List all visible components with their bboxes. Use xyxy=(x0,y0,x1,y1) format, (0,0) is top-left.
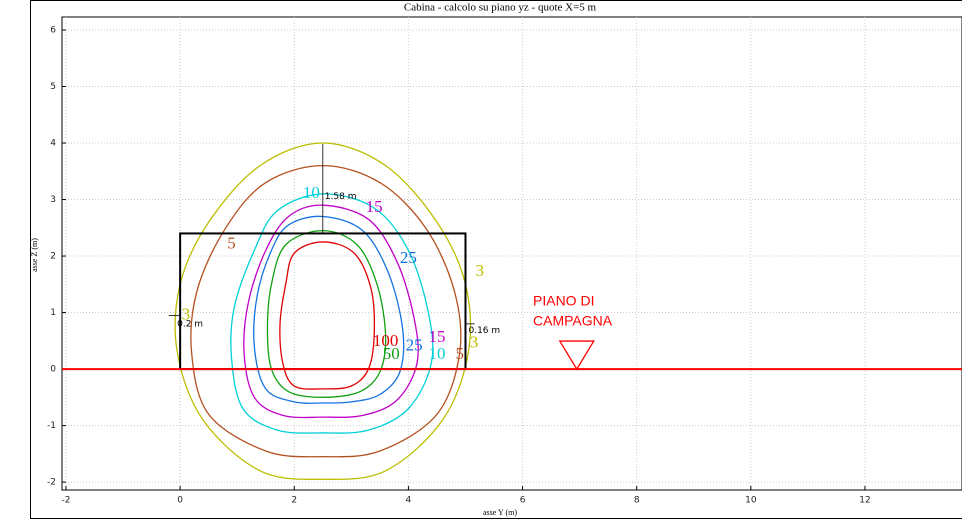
x-tick-label: 10 xyxy=(745,496,757,506)
contour-label: 3 xyxy=(182,304,191,323)
y-tick-label: -2 xyxy=(47,478,56,488)
contour-label: 25 xyxy=(400,248,417,267)
contour-label: 15 xyxy=(366,197,383,216)
ground-label: PIANO DI xyxy=(533,293,594,309)
y-tick-label: 2 xyxy=(50,252,56,262)
contour-label: 100 xyxy=(373,331,399,350)
contour-label: 3 xyxy=(476,261,485,280)
x-axis-label: asse Y (m) xyxy=(483,508,517,517)
y-axis-label: asse Z (m) xyxy=(30,238,39,272)
y-tick-label: 1 xyxy=(50,308,56,318)
plot-area xyxy=(61,16,962,491)
y-tick-label: 4 xyxy=(50,139,56,149)
dimension-label: 1.58 m xyxy=(325,192,357,202)
x-tick-label: 6 xyxy=(520,496,526,506)
contour-label: 10 xyxy=(428,344,445,363)
y-tick-label: 5 xyxy=(50,82,56,92)
x-tick-label: 8 xyxy=(634,496,640,506)
contour-line xyxy=(253,215,405,404)
x-tick-label: 12 xyxy=(859,496,870,506)
contour-label: 10 xyxy=(303,183,320,202)
y-tick-label: 6 xyxy=(50,25,56,35)
x-tick-label: -2 xyxy=(62,496,71,506)
contour-line xyxy=(174,142,472,480)
dimension-label: 0.16 m xyxy=(468,326,500,336)
x-tick-label: 2 xyxy=(291,496,297,506)
contour-line xyxy=(190,164,462,458)
x-tick-label: 0 xyxy=(177,496,183,506)
chart-title: Cabina - calcolo su piano yz - quote X=5… xyxy=(404,2,597,14)
y-tick-label: 0 xyxy=(50,365,56,375)
contour-line xyxy=(279,241,376,390)
contour-label: 15 xyxy=(428,327,445,346)
ground-marker xyxy=(558,340,595,371)
contour-label: 50 xyxy=(383,344,400,363)
y-tick-label: -1 xyxy=(47,421,56,431)
dimension-label: 0.2 m xyxy=(177,319,203,329)
contour-line xyxy=(230,193,434,434)
y-tick-label: 3 xyxy=(50,195,56,205)
contour-line xyxy=(266,229,387,398)
contour-label: 5 xyxy=(456,344,465,363)
x-tick-label: 4 xyxy=(406,496,412,506)
contour-label: 5 xyxy=(227,234,236,253)
ground-label: CAMPAGNA xyxy=(533,313,613,329)
contour-label: 25 xyxy=(406,335,423,354)
contour-label: 3 xyxy=(470,333,479,352)
contour-line xyxy=(243,204,419,419)
